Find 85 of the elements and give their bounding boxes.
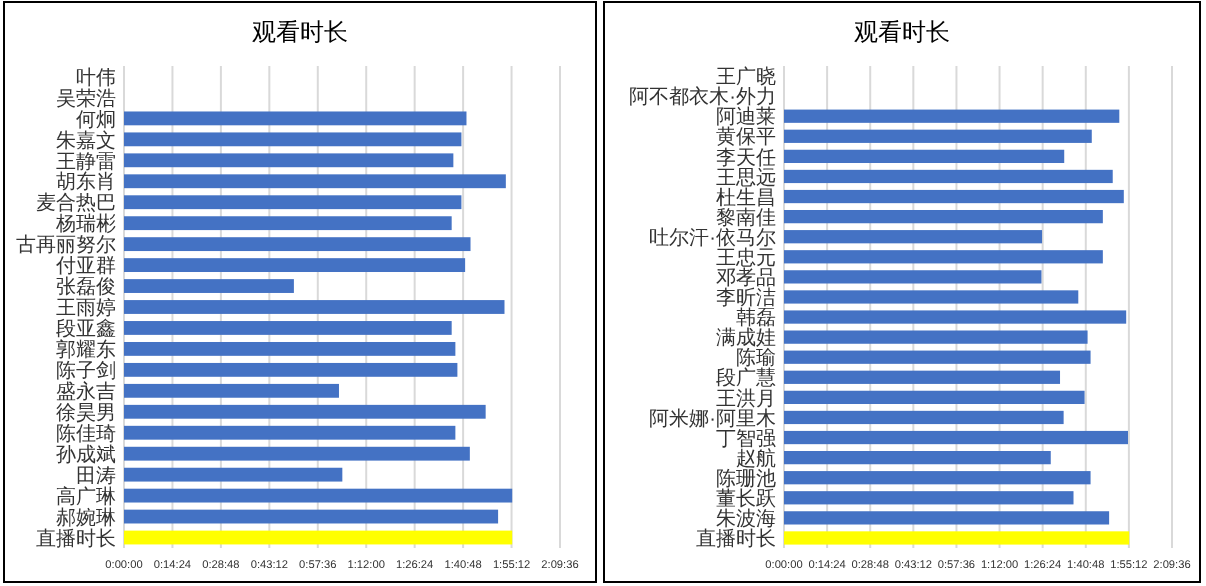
y-tick-label: 直播时长 bbox=[36, 526, 116, 551]
bar bbox=[784, 350, 1091, 364]
bar bbox=[784, 230, 1043, 244]
chart-title: 观看时长 bbox=[854, 18, 950, 46]
y-tick-label: 郭耀东 bbox=[56, 338, 116, 363]
bar bbox=[124, 342, 456, 356]
bar bbox=[124, 153, 454, 168]
bar bbox=[784, 210, 1103, 224]
y-tick-label: 丁智强 bbox=[716, 426, 776, 451]
y-tick-label: 黎南佳 bbox=[716, 205, 776, 230]
y-tick-label: 张磊俊 bbox=[56, 275, 116, 300]
y-tick-label: 赵航 bbox=[736, 446, 776, 471]
y-tick-label: 朱嘉文 bbox=[56, 128, 116, 153]
bar bbox=[784, 451, 1051, 465]
y-tick-label: 陈子剑 bbox=[56, 359, 116, 384]
bar bbox=[124, 446, 470, 461]
bar bbox=[784, 149, 1065, 163]
bar bbox=[784, 531, 1130, 545]
bar bbox=[124, 174, 506, 189]
bar bbox=[784, 390, 1085, 404]
bar bbox=[784, 471, 1091, 485]
y-tick-label: 吴荣浩 bbox=[56, 86, 116, 111]
y-tick-label: 王思远 bbox=[716, 165, 776, 190]
y-tick-label: 黄保平 bbox=[716, 125, 776, 150]
y-tick-label: 麦合热巴 bbox=[36, 191, 116, 216]
bar bbox=[124, 195, 462, 210]
y-tick-label: 段亚鑫 bbox=[56, 317, 116, 342]
bar bbox=[784, 129, 1092, 143]
y-tick-label: 杨瑞彬 bbox=[54, 212, 116, 237]
y-tick-label: 王静雷 bbox=[56, 149, 116, 174]
bar bbox=[124, 300, 505, 314]
bar bbox=[784, 310, 1127, 324]
bar bbox=[784, 169, 1113, 184]
bar bbox=[124, 488, 513, 503]
y-tick-label: 杜生昌 bbox=[716, 185, 776, 210]
y-tick-label: 王雨婷 bbox=[56, 296, 116, 321]
y-tick-label: 盛永吉 bbox=[56, 380, 116, 405]
bar bbox=[124, 132, 462, 147]
bar bbox=[784, 410, 1064, 425]
bar bbox=[124, 530, 513, 545]
y-tick-label: 胡东肖 bbox=[56, 170, 116, 195]
y-tick-label: 李天任 bbox=[716, 145, 776, 170]
bar bbox=[124, 237, 471, 252]
bar bbox=[784, 430, 1128, 445]
y-tick-label: 付亚群 bbox=[56, 254, 116, 279]
y-tick-label: 满成娃 bbox=[716, 326, 776, 351]
y-tick-label: 直播时长 bbox=[696, 527, 776, 552]
y-tick-label: 田涛 bbox=[76, 463, 116, 488]
bar bbox=[124, 258, 466, 272]
chart-title: 观看时长 bbox=[252, 18, 348, 46]
y-tick-label: 阿米娜·阿里木 bbox=[649, 406, 776, 431]
bar bbox=[124, 383, 339, 398]
bar bbox=[784, 109, 1120, 123]
y-tick-label: 段广慧 bbox=[716, 366, 776, 391]
y-tick-label: 古再丽努尔 bbox=[16, 233, 116, 258]
bar bbox=[124, 321, 452, 335]
bar bbox=[124, 404, 486, 419]
y-tick-label: 吐尔汗·依马尔 bbox=[649, 225, 776, 250]
y-tick-label: 王广晓 bbox=[716, 65, 776, 90]
bar bbox=[124, 509, 499, 524]
bar bbox=[124, 216, 452, 231]
bar bbox=[784, 189, 1124, 204]
bar bbox=[784, 511, 1110, 525]
bar bbox=[784, 491, 1074, 505]
bar bbox=[784, 270, 1042, 284]
y-tick-label: 王洪月 bbox=[716, 386, 776, 411]
bar bbox=[124, 425, 456, 440]
bar bbox=[124, 279, 294, 293]
y-tick-label: 郝婉琳 bbox=[56, 505, 116, 530]
y-tick-label: 何炯 bbox=[76, 107, 116, 132]
bar bbox=[784, 250, 1103, 264]
bar bbox=[784, 370, 1061, 384]
y-tick-label: 高广琳 bbox=[56, 484, 116, 509]
bar bbox=[124, 362, 458, 377]
y-tick-label: 陈佳琦 bbox=[56, 421, 116, 446]
y-tick-label: 陈珊池 bbox=[716, 466, 776, 491]
y-tick-label: 王忠元 bbox=[716, 245, 776, 270]
bar bbox=[124, 467, 343, 482]
y-tick-label: 董长跃 bbox=[716, 486, 776, 511]
bar bbox=[784, 290, 1079, 304]
bar bbox=[784, 330, 1088, 344]
bar bbox=[124, 111, 467, 126]
y-tick-label: 徐昊男 bbox=[56, 400, 116, 425]
y-tick-label: 叶伟 bbox=[76, 65, 116, 90]
y-tick-label: 孙成斌 bbox=[56, 442, 116, 467]
